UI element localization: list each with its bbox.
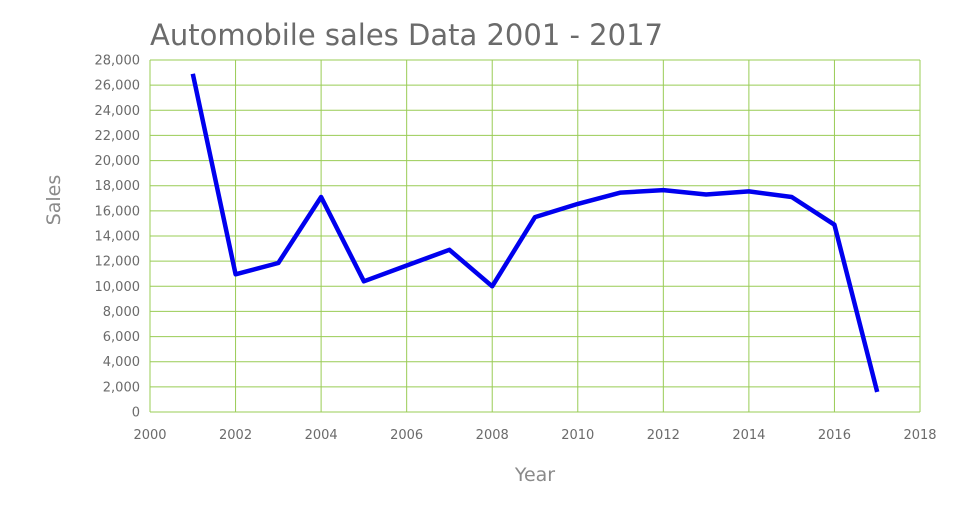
y-tick-label: 18,000 [95,179,141,194]
x-tick-label: 2008 [476,428,509,443]
axis-layer: 0 2,000 4,000 6,000 8,000 10,000 12,000 14,000 1… [95,54,937,444]
y-tick-label: 4,000 [103,355,140,370]
y-tick-label: 8,000 [103,305,140,320]
y-tick-label: 16,000 [95,204,141,219]
x-tick-label: 2012 [647,428,680,443]
x-tick-label: 2002 [219,428,252,443]
y-tick-label: 12,000 [95,255,141,270]
series-layer [190,73,880,393]
x-tick-label: 2018 [903,428,936,443]
x-tick-label: 2016 [818,428,851,443]
y-axis-title: Sales [43,175,65,226]
y-tick-label: 26,000 [95,79,141,94]
x-tick-label: 2014 [732,428,765,443]
x-tick-label: 2010 [561,428,594,443]
series-line [190,73,880,393]
y-tick-label: 24,000 [95,104,141,119]
y-tick-label: 28,000 [95,54,141,69]
x-tick-label: 2004 [305,428,338,443]
x-tick-label: 2006 [390,428,423,443]
y-tick-label: 0 [132,406,140,421]
y-tick-label: 14,000 [95,230,141,245]
y-tick-label: 20,000 [95,154,141,169]
grid-layer [149,59,921,413]
chart-title: Automobile sales Data 2001 - 2017 [150,18,663,52]
y-tick-label: 22,000 [95,129,141,144]
y-tick-label: 10,000 [95,280,141,295]
y-tick-label: 2,000 [103,380,140,395]
x-tick-label: 2000 [133,428,166,443]
x-axis-title: Year [514,464,555,486]
y-tick-label: 6,000 [103,330,140,345]
